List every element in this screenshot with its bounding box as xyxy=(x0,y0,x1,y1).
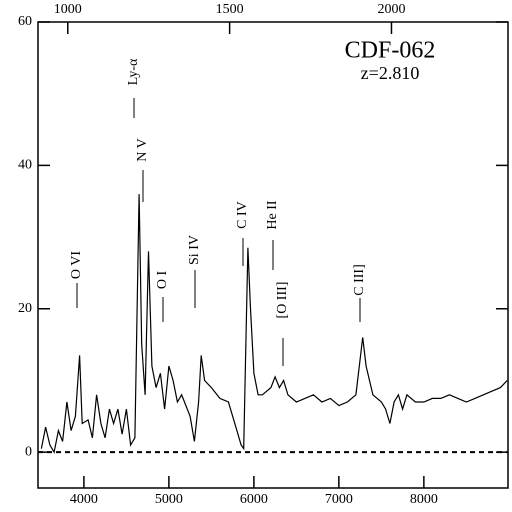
x2-tick-label: 1000 xyxy=(54,2,82,17)
chart-subtitle: z=2.810 xyxy=(361,63,420,83)
x2-tick-label: 1500 xyxy=(216,2,244,17)
x-tick-label: 7000 xyxy=(325,492,353,507)
y-tick-label: 0 xyxy=(25,444,32,459)
plot-frame xyxy=(37,21,509,489)
x-tick-label: 6000 xyxy=(240,492,268,507)
line-label: Ly-α xyxy=(126,58,141,85)
line-label: He II xyxy=(265,200,280,229)
y-tick-label: 20 xyxy=(18,301,32,316)
x-tick-label: 5000 xyxy=(155,492,183,507)
line-label: O I xyxy=(155,271,170,290)
x2-tick-label: 2000 xyxy=(377,2,405,17)
line-label: [O III] xyxy=(275,282,290,319)
y-tick-label: 60 xyxy=(18,14,32,29)
x-tick-label: 4000 xyxy=(70,492,98,507)
spectrum-line xyxy=(40,194,508,454)
line-label: C III] xyxy=(352,264,367,296)
line-label: O VI xyxy=(69,251,84,279)
line-label: N V xyxy=(135,138,150,161)
x-tick-label: 8000 xyxy=(410,492,438,507)
line-label: Si IV xyxy=(187,235,202,265)
line-label: C IV xyxy=(235,201,250,229)
y-tick-label: 40 xyxy=(18,158,32,173)
chart-title: CDF-062 xyxy=(345,38,436,64)
